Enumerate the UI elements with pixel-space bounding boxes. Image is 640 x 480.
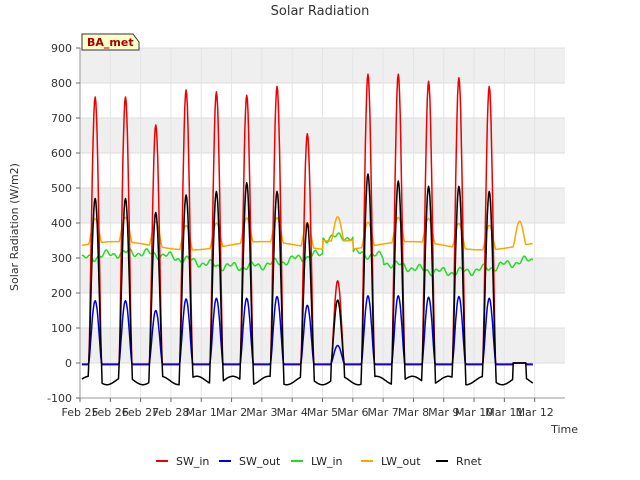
legend-item-sw-out: SW_out xyxy=(219,455,281,468)
x-tick-label: Mar 3 xyxy=(246,406,277,419)
y-tick-label: 200 xyxy=(51,287,72,300)
legend: SW_in SW_out LW_in LW_out Rnet xyxy=(156,455,482,468)
x-tick-label: Mar 1 xyxy=(186,406,217,419)
chart-title: Solar Radiation xyxy=(271,4,370,19)
legend-label: Rnet xyxy=(456,455,482,468)
x-tick-label: Mar 5 xyxy=(307,406,338,419)
x-tick-label: Feb 28 xyxy=(152,406,189,419)
y-tick-label: 600 xyxy=(51,147,72,160)
y-tick-label: 300 xyxy=(51,252,72,265)
y-tick-label: -100 xyxy=(47,392,72,405)
series-layer xyxy=(81,73,534,386)
y-axis-label: Solar Radiation (W/m2) xyxy=(8,163,21,291)
site-tag: BA_met xyxy=(81,33,140,51)
x-tick-label: Feb 25 xyxy=(62,406,99,419)
y-tick-label: 100 xyxy=(51,322,72,335)
series-line-sw-out xyxy=(81,295,533,365)
legend-label: SW_out xyxy=(239,455,281,468)
legend-item-sw-in: SW_in xyxy=(156,455,209,468)
y-tick-label: 900 xyxy=(51,42,72,55)
legend-item-lw-in: LW_in xyxy=(291,455,343,468)
series-line-sw-in xyxy=(81,73,533,366)
y-tick-label: 0 xyxy=(65,357,72,370)
x-tick-label: Mar 11 xyxy=(485,406,523,419)
legend-label: LW_out xyxy=(381,455,421,468)
series-line-lw-in xyxy=(81,232,534,277)
x-tick-label: Mar 7 xyxy=(368,406,399,419)
y-tick-label: 400 xyxy=(51,217,72,230)
y-tick-label: 700 xyxy=(51,112,72,125)
x-tick-label: Mar 12 xyxy=(516,406,554,419)
x-axis-label: Time xyxy=(550,423,578,436)
x-tick-label: Mar 9 xyxy=(428,406,459,419)
x-tick-label: Mar 10 xyxy=(455,406,493,419)
series-line-rnet xyxy=(81,173,534,386)
x-tick-label: Mar 6 xyxy=(337,406,368,419)
legend-label: SW_in xyxy=(176,455,209,468)
y-tick-label: 500 xyxy=(51,182,72,195)
x-tick-label: Feb 26 xyxy=(92,406,129,419)
y-tick-label: 800 xyxy=(51,77,72,90)
legend-item-rnet: Rnet xyxy=(436,455,482,468)
x-tick-label: Mar 8 xyxy=(398,406,429,419)
x-tick-label: Feb 27 xyxy=(122,406,159,419)
legend-label: LW_in xyxy=(311,455,343,468)
legend-item-lw-out: LW_out xyxy=(361,455,421,468)
x-tick-label: Mar 4 xyxy=(277,406,308,419)
site-tag-label: BA_met xyxy=(87,36,134,49)
x-tick-label: Mar 2 xyxy=(216,406,247,419)
